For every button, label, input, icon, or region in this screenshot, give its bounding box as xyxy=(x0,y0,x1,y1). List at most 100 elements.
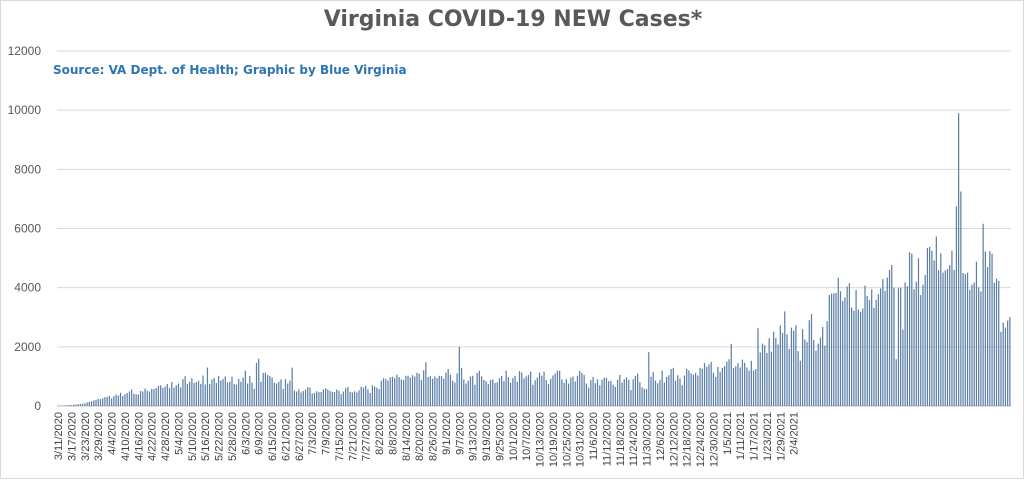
bar xyxy=(958,113,959,406)
bar xyxy=(985,252,986,406)
bar xyxy=(434,376,435,406)
bar xyxy=(644,389,645,406)
bar xyxy=(470,376,471,406)
bar xyxy=(635,376,636,406)
bars xyxy=(58,113,1011,406)
bar xyxy=(867,296,868,406)
bar xyxy=(610,381,611,406)
bar xyxy=(222,379,223,406)
bar xyxy=(798,351,799,406)
bar xyxy=(423,370,424,406)
bar xyxy=(450,375,451,406)
bar xyxy=(142,392,143,407)
bar xyxy=(597,379,598,406)
bar xyxy=(465,384,466,406)
bar xyxy=(579,371,580,406)
bar xyxy=(499,378,500,406)
bar xyxy=(902,330,903,406)
bar xyxy=(140,391,141,406)
x-tick-label: 11/24/2020 xyxy=(628,412,640,466)
bar xyxy=(86,402,87,406)
bar xyxy=(664,383,665,406)
bar xyxy=(521,373,522,406)
bar xyxy=(922,285,923,406)
bar xyxy=(691,373,692,406)
bar xyxy=(728,359,729,406)
bar xyxy=(269,376,270,406)
bar xyxy=(639,382,640,406)
bar xyxy=(501,376,502,406)
x-tick-label: 4/4/2020 xyxy=(107,412,119,455)
bar xyxy=(871,289,872,406)
bar xyxy=(927,248,928,406)
bar xyxy=(561,379,562,406)
bar xyxy=(227,382,228,406)
bar xyxy=(64,405,65,406)
bar xyxy=(969,290,970,406)
x-tick-label: 4/28/2020 xyxy=(160,412,172,461)
bar xyxy=(1009,317,1010,406)
bar xyxy=(608,381,609,406)
x-tick-label: 4/22/2020 xyxy=(147,412,159,461)
bar xyxy=(951,251,952,406)
bar xyxy=(185,376,186,406)
bar xyxy=(305,390,306,406)
bar xyxy=(294,391,295,406)
bar xyxy=(722,368,723,406)
bar xyxy=(343,392,344,407)
bar xyxy=(998,281,999,406)
bar xyxy=(925,275,926,406)
bar xyxy=(289,381,290,406)
bar xyxy=(673,368,674,406)
bar xyxy=(744,363,745,406)
bar xyxy=(835,293,836,406)
bar xyxy=(735,366,736,406)
bar xyxy=(93,400,94,406)
bar xyxy=(205,384,206,406)
x-tick-label: 8/20/2020 xyxy=(414,412,426,461)
bar xyxy=(133,394,134,406)
bar xyxy=(472,376,473,406)
bar xyxy=(292,368,293,406)
bar xyxy=(677,375,678,406)
bar xyxy=(936,236,937,406)
bar xyxy=(976,262,977,406)
x-tick-label: 3/11/2020 xyxy=(53,412,65,460)
bar xyxy=(940,253,941,406)
bar xyxy=(448,369,449,406)
bar xyxy=(588,388,589,406)
bar xyxy=(153,389,154,406)
x-tick-label: 10/19/2020 xyxy=(548,412,560,467)
x-tick-label: 6/9/2020 xyxy=(254,412,266,455)
x-tick-label: 6/15/2020 xyxy=(267,412,279,461)
bar xyxy=(909,252,910,406)
bar xyxy=(303,391,304,406)
bar xyxy=(196,382,197,406)
bar xyxy=(318,392,319,406)
bar xyxy=(704,363,705,406)
bar xyxy=(662,371,663,407)
bar xyxy=(519,371,520,406)
bar xyxy=(809,320,810,406)
bar xyxy=(508,377,509,406)
y-tick-label: 8000 xyxy=(14,162,41,176)
bar xyxy=(670,369,671,406)
bar xyxy=(682,385,683,406)
bar xyxy=(122,396,123,406)
bar xyxy=(590,380,591,406)
bar xyxy=(916,282,917,406)
bar xyxy=(568,384,569,406)
bar xyxy=(818,344,819,406)
x-tick-label: 7/27/2020 xyxy=(361,412,373,461)
bar xyxy=(869,300,870,406)
bar xyxy=(113,396,114,406)
x-tick-label: 10/31/2020 xyxy=(575,412,587,467)
bar xyxy=(425,362,426,406)
bar xyxy=(307,387,308,406)
bar xyxy=(251,383,252,406)
bar xyxy=(405,376,406,406)
bar xyxy=(276,384,277,406)
bar xyxy=(98,399,99,406)
bar xyxy=(278,382,279,406)
bar xyxy=(124,394,125,406)
